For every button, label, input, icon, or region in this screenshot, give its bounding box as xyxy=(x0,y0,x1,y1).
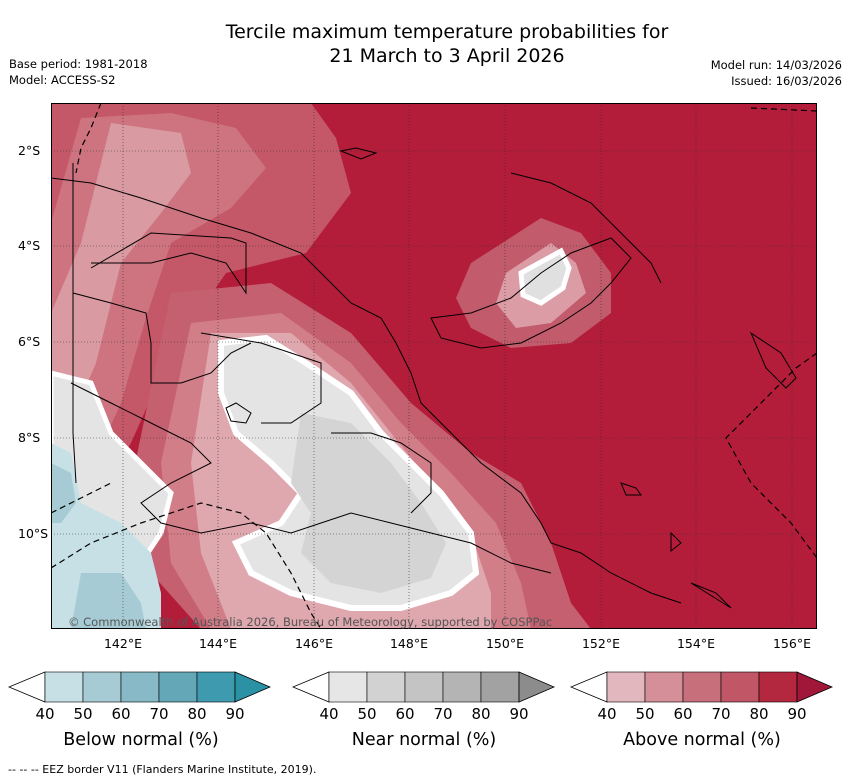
lat-label-10s: 10°S xyxy=(18,526,49,541)
colorbar-near-normal-segment xyxy=(404,671,444,703)
east-islands xyxy=(620,482,732,609)
lon-label-150e: 150°E xyxy=(485,636,524,651)
colorbar-below-normal-segment xyxy=(158,671,198,703)
colorbar-below-normal-segment xyxy=(196,671,236,703)
colorbar-above-normal-segment xyxy=(758,671,798,703)
border-png-indonesia xyxy=(72,163,77,484)
colorbar-above-normal-tick: 80 xyxy=(749,705,769,723)
lon-label-148e: 148°E xyxy=(389,636,428,651)
colorbar-above-normal-high-extend xyxy=(796,671,834,703)
legend-label-above-normal: Above normal (%) xyxy=(623,730,781,750)
colorbar-near-normal-tick: 80 xyxy=(471,705,491,723)
colorbar-near-normal-tick: 70 xyxy=(433,705,453,723)
eez-border-torres xyxy=(51,502,322,629)
colorbar-above-normal-tick: 70 xyxy=(711,705,731,723)
colorbar-near-normal-high-extend xyxy=(518,671,556,703)
colorbar-below-normal-tick: 80 xyxy=(187,705,207,723)
lat-label-2s: 2°S xyxy=(18,143,41,158)
border-highlands xyxy=(200,332,322,424)
colorbar-near-normal-tick: 90 xyxy=(509,705,529,723)
lon-label-144e: 144°E xyxy=(198,636,237,651)
gridlines xyxy=(51,103,817,629)
eez-border-northeast xyxy=(750,107,817,112)
model-name: Model: ACCESS-S2 xyxy=(9,73,116,87)
colorbar-near-normal-segment xyxy=(366,671,406,703)
eez-border-east xyxy=(725,352,817,559)
new-guinea-north-coast xyxy=(51,177,682,604)
border-west xyxy=(72,292,252,384)
colorbar-below-normal-tick: 40 xyxy=(35,705,55,723)
colorbar-above-normal-segment xyxy=(606,671,646,703)
lon-label-152e: 152°E xyxy=(581,636,620,651)
colorbar-above-normal-tick: 90 xyxy=(787,705,807,723)
colorbar-near-normal-tick: 40 xyxy=(319,705,339,723)
colorbar-near-normal-tick: 60 xyxy=(395,705,415,723)
colorbar-below-normal-tick: 70 xyxy=(149,705,169,723)
lon-label-146e: 146°E xyxy=(294,636,333,651)
below-normal-region xyxy=(51,443,161,629)
colorbar-above-normal-segment xyxy=(644,671,684,703)
colorbar-above-normal-segment xyxy=(682,671,722,703)
probability-map: © Commonwealth of Australia 2026, Bureau… xyxy=(51,103,817,629)
lat-label-4s: 4°S xyxy=(18,238,41,253)
lat-label-6s: 6°S xyxy=(18,334,41,349)
colorbar-below-normal-segment xyxy=(120,671,160,703)
near-normal-new-britain xyxy=(518,247,572,306)
new-britain-coast xyxy=(430,237,632,349)
above-normal-50-region xyxy=(51,123,191,433)
below-normal-south-region xyxy=(71,573,146,629)
colorbar-above-normal xyxy=(570,671,834,703)
colorbar-near-normal-segment xyxy=(480,671,520,703)
lon-label-156e: 156°E xyxy=(772,636,811,651)
chart-title-line1: Tercile maximum temperature probabilitie… xyxy=(225,21,669,43)
copyright-notice: © Commonwealth of Australia 2026, Bureau… xyxy=(68,615,552,629)
eez-borders xyxy=(51,103,817,629)
model-run: Model run: 14/03/2026 xyxy=(710,58,842,72)
colorbar-below-normal-high-extend xyxy=(234,671,272,703)
chart-title-line2: 21 March to 3 April 2026 xyxy=(329,45,565,67)
colorbar-below-normal xyxy=(8,671,272,703)
colorbar-below-normal-tick: 60 xyxy=(111,705,131,723)
border-gulf xyxy=(331,432,432,514)
colorbar-below-normal-tick: 90 xyxy=(225,705,245,723)
base-period: Base period: 1981-2018 xyxy=(9,57,148,71)
colorbar-below-normal-tick: 50 xyxy=(73,705,93,723)
lon-label-154e: 154°E xyxy=(676,636,715,651)
map-frame xyxy=(51,103,817,629)
colorbar-below-normal-low-extend xyxy=(8,671,46,703)
below-normal-inner-region xyxy=(51,463,76,523)
colorbar-above-normal-segment xyxy=(720,671,760,703)
province-borders xyxy=(72,163,432,514)
eez-border-northwest xyxy=(75,103,102,174)
colorbar-below-normal-segment xyxy=(44,671,84,703)
legend-label-near-normal: Near normal (%) xyxy=(351,730,497,750)
colorbar-below-normal-segment xyxy=(82,671,122,703)
colorbar-near-normal-low-extend xyxy=(292,671,330,703)
colorbar-near-normal-segment xyxy=(328,671,368,703)
lake-region xyxy=(225,402,252,424)
colorbar-above-normal-tick: 60 xyxy=(673,705,693,723)
manus-island xyxy=(339,147,378,160)
bougainville-coast xyxy=(749,331,797,389)
colorbar-above-normal-low-extend xyxy=(570,671,608,703)
colorbar-near-normal xyxy=(292,671,556,703)
lat-label-8s: 8°S xyxy=(18,430,41,445)
border-sepik xyxy=(90,232,247,295)
coastlines xyxy=(51,147,797,609)
lon-label-142e: 142°E xyxy=(103,636,142,651)
legend-label-below-normal: Below normal (%) xyxy=(63,730,219,750)
near-normal-inner-region xyxy=(291,413,446,593)
new-guinea-south-coast xyxy=(70,382,552,574)
colorbar-above-normal-tick: 50 xyxy=(635,705,655,723)
colorbar-above-normal-tick: 40 xyxy=(597,705,617,723)
new-ireland-coast xyxy=(510,172,662,284)
eez-border-southwest xyxy=(51,482,112,514)
issued-date: Issued: 16/03/2026 xyxy=(731,74,842,88)
colorbar-near-normal-segment xyxy=(442,671,482,703)
colorbar-near-normal-tick: 50 xyxy=(357,705,377,723)
eez-footnote: -- -- -- EEZ border V11 (Flanders Marine… xyxy=(8,763,317,776)
